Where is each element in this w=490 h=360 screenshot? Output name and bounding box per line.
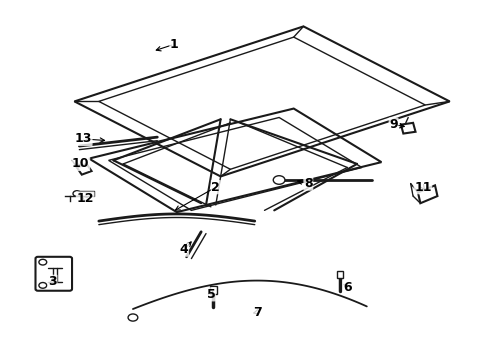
Text: 10: 10 bbox=[72, 157, 90, 170]
Text: 8: 8 bbox=[304, 177, 313, 190]
Text: 2: 2 bbox=[211, 181, 220, 194]
Text: 13: 13 bbox=[74, 132, 92, 145]
Text: 12: 12 bbox=[76, 192, 94, 205]
Text: 4: 4 bbox=[180, 243, 189, 256]
Circle shape bbox=[273, 176, 285, 184]
Text: 6: 6 bbox=[343, 281, 352, 294]
Text: 5: 5 bbox=[206, 288, 215, 301]
Text: 11: 11 bbox=[414, 181, 432, 194]
Text: 7: 7 bbox=[253, 306, 262, 319]
FancyBboxPatch shape bbox=[337, 271, 343, 278]
FancyBboxPatch shape bbox=[210, 287, 217, 294]
Text: 1: 1 bbox=[170, 38, 179, 51]
Text: 9: 9 bbox=[389, 118, 398, 131]
Text: 3: 3 bbox=[48, 275, 57, 288]
